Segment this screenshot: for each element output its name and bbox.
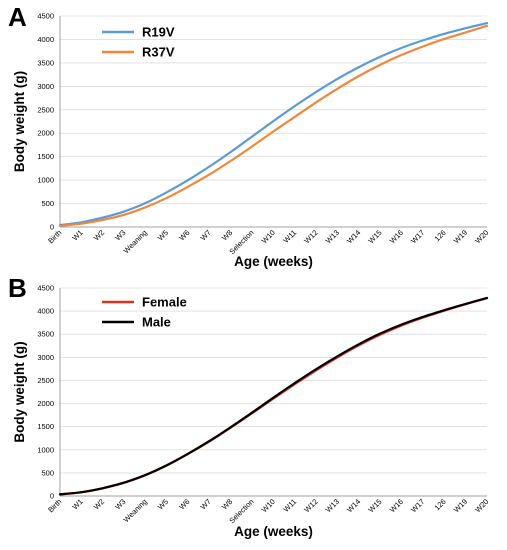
y-tick-label: 2000 [37, 399, 54, 408]
y-tick-label: 3500 [37, 330, 54, 339]
x-axis-title: Age (weeks) [234, 254, 313, 269]
x-tick-label: W13 [324, 497, 341, 514]
y-axis-title: Body weight (g) [12, 71, 27, 172]
chart-panel-b: B 0 500 1000 1500 2000 2500 3000 3500 4000 4500 Bir… [8, 273, 490, 539]
x-tick-label: W6 [177, 497, 191, 511]
series-line-r19v [58, 21, 489, 227]
x-tick-label: W17 [409, 497, 426, 514]
x-tick-label: W5 [156, 228, 170, 242]
x-tick-label: W10 [260, 497, 277, 514]
x-tick-label: W12 [302, 228, 319, 245]
x-tick-label: 126 [433, 228, 448, 243]
y-tick-label: 500 [41, 199, 54, 208]
x-tick-label: W8 [220, 228, 234, 242]
x-tick-label: W16 [388, 228, 405, 245]
x-tick-label: W8 [220, 497, 234, 511]
x-tick-label: W2 [92, 228, 106, 242]
x-tick-label: W5 [156, 497, 170, 511]
x-axis-title: Age (weeks) [234, 524, 313, 539]
x-tick-label: 126 [433, 497, 448, 512]
x-tick-label: W19 [452, 497, 469, 514]
y-tick-label: 3000 [37, 82, 54, 91]
x-tick-label: W16 [388, 497, 405, 514]
x-tick-label: W15 [366, 497, 383, 514]
x-tick-label: W17 [409, 228, 426, 245]
x-tick-label: W3 [113, 228, 127, 242]
y-tick-label: 4000 [37, 35, 54, 44]
y-tick-label: 2500 [37, 376, 54, 385]
panel-label: A [8, 2, 27, 32]
x-tick-label: W11 [281, 497, 298, 514]
series-line-r37v [58, 24, 489, 227]
x-tick-label: W14 [345, 228, 362, 245]
x-tick-label: Birth [46, 228, 63, 245]
x-tick-label: W19 [452, 228, 469, 245]
x-tick-label: W12 [302, 497, 319, 514]
y-tick-label: 1000 [37, 176, 54, 185]
x-tick-label: W1 [70, 497, 84, 511]
x-tick-label: W3 [113, 497, 127, 511]
x-tick-label: W13 [324, 228, 341, 245]
y-tick-label: 3000 [37, 353, 54, 362]
series-line-male [58, 296, 489, 496]
x-tick-label: W2 [92, 497, 106, 511]
y-tick-label: 1000 [37, 445, 54, 454]
chart-panel-a: A 0 500 1000 1500 2000 2500 3000 3500 4000 4500 Bir… [8, 2, 490, 269]
x-tick-label: W10 [260, 228, 277, 245]
x-tick-label: W20 [473, 497, 490, 514]
x-tick-label: Weaning [122, 497, 149, 524]
y-tick-label: 0 [50, 492, 54, 501]
y-tick-label: 4500 [37, 284, 54, 293]
y-tick-label: 4500 [37, 12, 54, 21]
x-tick-label: Weaning [122, 228, 149, 255]
x-tick-label: W7 [199, 228, 213, 242]
y-tick-label: 2500 [37, 105, 54, 114]
x-tick-label: W7 [199, 497, 213, 511]
legend-label-r19v: R19V [142, 25, 175, 40]
y-axis-title: Body weight (g) [12, 341, 27, 442]
y-tick-label: 0 [50, 223, 54, 232]
y-tick-label: 1500 [37, 422, 54, 431]
x-tick-label: W20 [473, 228, 490, 245]
legend-label-r37v: R37V [142, 45, 175, 60]
y-tick-label: 2000 [37, 129, 54, 138]
y-tick-label: 500 [41, 468, 54, 477]
y-tick-label: 3500 [37, 58, 54, 67]
legend-label-male: Male [142, 315, 171, 330]
x-tick-label: W6 [177, 228, 191, 242]
x-tick-label: W1 [70, 228, 84, 242]
legend-label-female: Female [142, 295, 187, 310]
x-tick-label: W15 [366, 228, 383, 245]
panel-label: B [8, 273, 27, 303]
x-tick-label: Birth [46, 497, 63, 514]
x-tick-label: W14 [345, 497, 362, 514]
x-tick-label: W11 [281, 228, 298, 245]
y-tick-label: 1500 [37, 152, 54, 161]
y-tick-label: 4000 [37, 307, 54, 316]
